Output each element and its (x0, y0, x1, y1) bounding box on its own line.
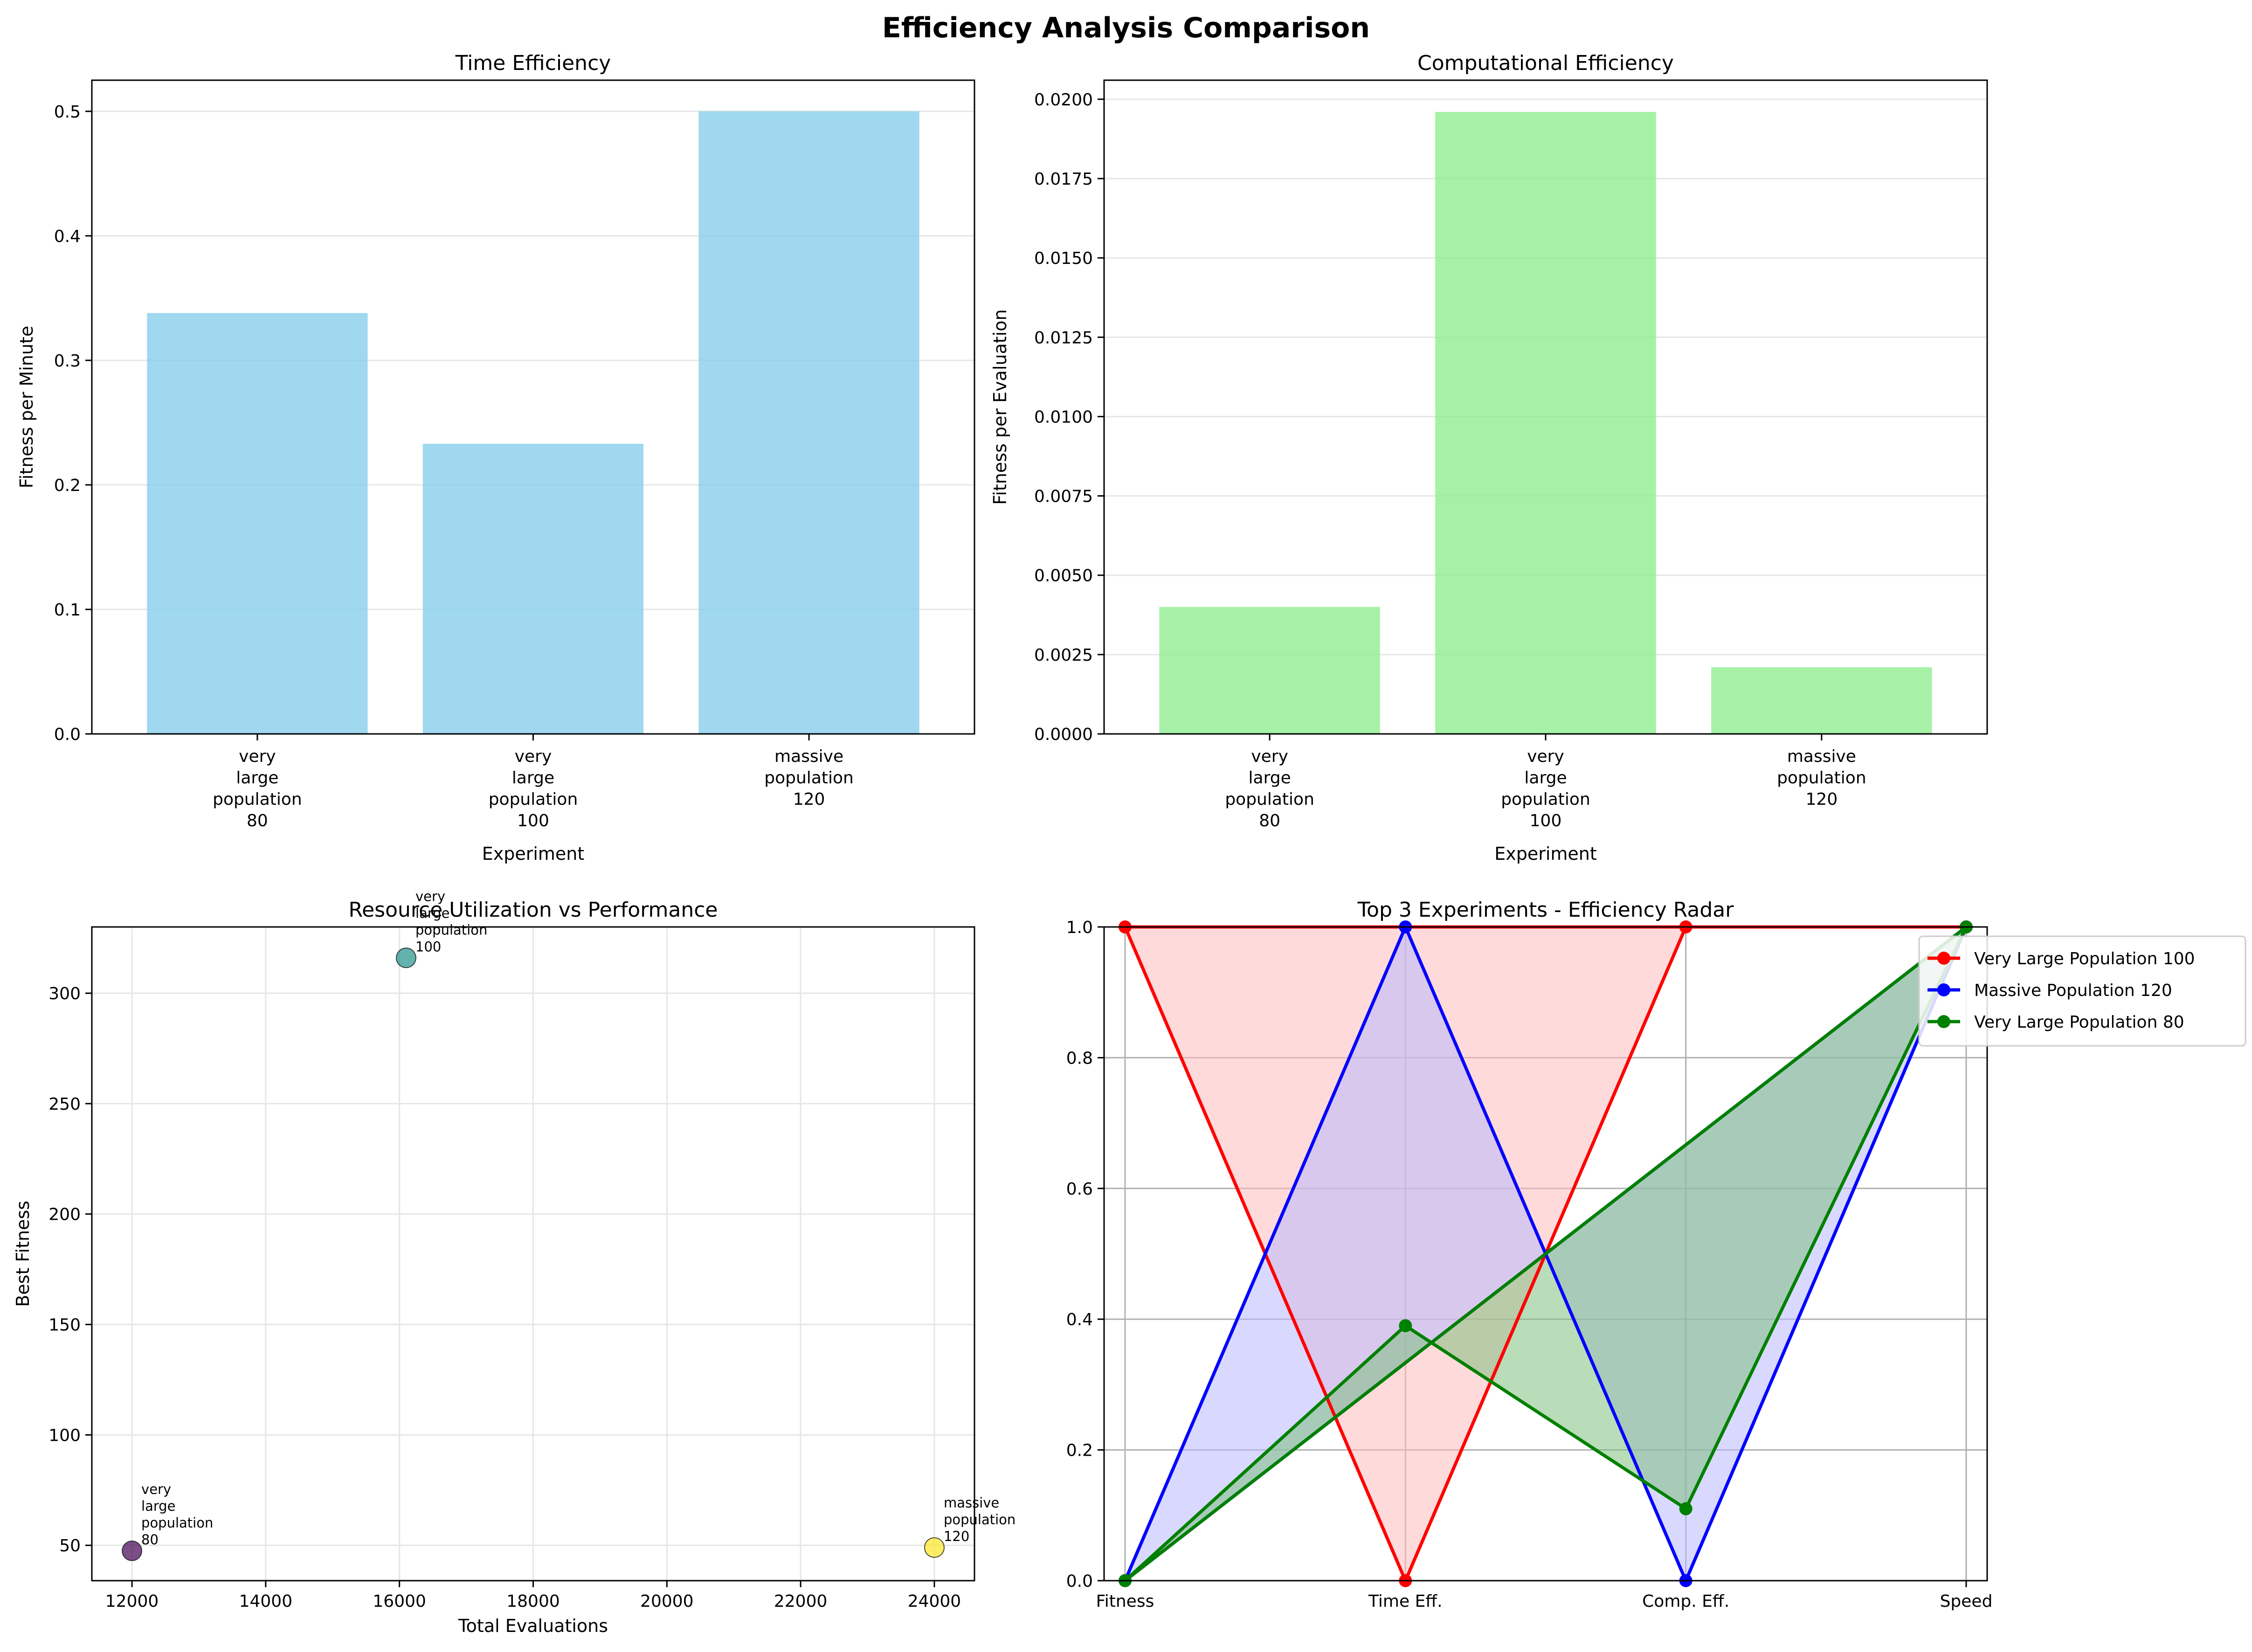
legend-entry: Very Large Population 100 (1974, 949, 2195, 968)
resource-utilization-chart: 12000 14000 16000 18000 20000 22000 24000 50 100… (13, 888, 1015, 1636)
y-tick-label: 0.5 (54, 103, 81, 122)
legend-marker (1937, 983, 1950, 996)
x-tick-label: Comp. Eff. (1642, 1592, 1729, 1611)
y-axis-label: Fitness per Minute (16, 326, 37, 489)
x-tick-label: very large population 80 (213, 747, 302, 830)
plot-frame (1103, 926, 1988, 1582)
chart-title: Resource Utilization vs Performance (349, 898, 718, 922)
x-tick-label: 14000 (239, 1592, 293, 1611)
y-tick-label: 0.6 (1066, 1180, 1093, 1199)
y-tick-label: 250 (48, 1095, 81, 1114)
x-axis-label: Experiment (482, 843, 585, 864)
x-tick-label: massive population 120 (764, 747, 854, 809)
x-tick-label: 22000 (774, 1592, 828, 1611)
y-tick-label: 0.4 (54, 227, 81, 246)
efficiency-radar-chart: Fitness Time Eff. Comp. Eff. Speed 0.0 0.2 0.4… (1066, 898, 2246, 1611)
series-marker (1399, 1319, 1412, 1333)
y-tick-label: 200 (48, 1205, 81, 1224)
x-tick-label: massive population 120 (1777, 747, 1866, 809)
figure-title: Efficiency Analysis Comparison (882, 12, 1370, 44)
y-tick-label: 0.0150 (1034, 249, 1093, 268)
plot-frame (1103, 79, 1988, 735)
computational-efficiency-chart: 0.0000 0.0025 0.0050 0.0075 0.0100 0.0125 0.01… (990, 51, 1988, 864)
plot-frame (91, 926, 975, 1582)
chart-title: Time Efficiency (455, 51, 611, 75)
legend-marker (1937, 952, 1950, 965)
bar (1159, 607, 1380, 734)
scatter-point (122, 1541, 143, 1562)
x-tick-label: very large population 100 (489, 747, 578, 830)
legend-entry: Massive Population 120 (1974, 981, 2172, 1000)
x-tick-label: 20000 (640, 1592, 694, 1611)
y-tick-label: 100 (48, 1426, 81, 1445)
y-tick-label: 0.0 (54, 725, 81, 744)
x-tick-label: Time Eff. (1368, 1592, 1443, 1611)
series-marker (1679, 1502, 1692, 1515)
y-tick-label: 0.3 (54, 352, 81, 371)
y-tick-label: 0.0050 (1034, 567, 1093, 586)
y-tick-label: 0.0100 (1034, 408, 1093, 427)
y-tick-label: 50 (59, 1536, 81, 1555)
scatter-point (924, 1537, 945, 1558)
bar (147, 313, 368, 734)
bar (1435, 112, 1656, 734)
y-tick-label: 0.1 (54, 601, 81, 620)
x-tick-label: Fitness (1096, 1592, 1154, 1611)
x-tick-label: 24000 (908, 1592, 961, 1611)
chart-title: Computational Efficiency (1417, 51, 1674, 75)
scatter-point (396, 947, 417, 968)
legend-box (1918, 935, 2246, 1047)
y-tick-label: 0.0200 (1034, 90, 1093, 110)
point-annotation: massive population 120 (944, 1495, 1015, 1544)
x-axis-label: Experiment (1494, 843, 1597, 864)
y-axis-label: Best Fitness (13, 1201, 33, 1307)
bar (1711, 667, 1932, 734)
time-efficiency-chart: 0.0 0.1 0.2 0.3 0.4 0.5 very large population 80 v… (16, 51, 975, 864)
y-tick-label: 0.2 (54, 476, 81, 495)
y-tick-label: 300 (48, 984, 81, 1003)
y-axis-label: Fitness per Evaluation (990, 309, 1010, 505)
legend-marker (1937, 1015, 1950, 1028)
y-tick-label: 0.8 (1066, 1049, 1093, 1068)
x-tick-label: 16000 (373, 1592, 426, 1611)
legend-entry: Very Large Population 80 (1974, 1013, 2184, 1032)
x-tick-label: 18000 (506, 1592, 560, 1611)
y-tick-label: 0.0125 (1034, 328, 1093, 347)
x-tick-label: very large population 80 (1225, 747, 1314, 830)
x-tick-label: 12000 (105, 1592, 159, 1611)
bar (698, 111, 919, 734)
x-tick-label: Speed (1940, 1592, 1993, 1611)
y-tick-label: 0.0 (1066, 1572, 1093, 1591)
y-tick-label: 0.4 (1066, 1310, 1093, 1329)
x-tick-label: very large population 100 (1501, 747, 1590, 830)
y-tick-label: 0.0000 (1034, 725, 1093, 744)
bar (422, 443, 644, 734)
y-tick-label: 0.0025 (1034, 646, 1093, 665)
point-annotation: very large population 100 (415, 888, 487, 954)
chart-title: Top 3 Experiments - Efficiency Radar (1357, 898, 1734, 922)
y-tick-label: 1.0 (1066, 918, 1093, 937)
y-tick-label: 0.2 (1066, 1441, 1093, 1460)
x-axis-label: Total Evaluations (458, 1616, 608, 1636)
y-tick-label: 0.0075 (1034, 487, 1093, 506)
y-tick-label: 150 (48, 1316, 81, 1335)
point-annotation: very large population 80 (141, 1481, 213, 1548)
plot-frame (91, 79, 975, 735)
y-tick-label: 0.0175 (1034, 170, 1093, 189)
